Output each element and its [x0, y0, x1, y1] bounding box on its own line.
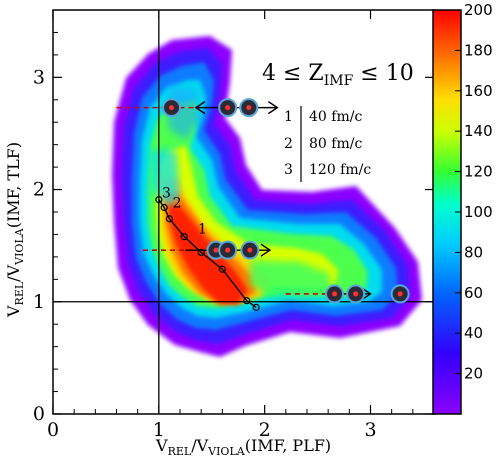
trajectory-point	[218, 265, 226, 273]
velocity-marker-core	[225, 105, 231, 111]
trajectory-time-label: 3	[162, 185, 171, 201]
arrow-head-right	[361, 287, 372, 301]
colorbar-tick-label: 100	[464, 203, 493, 221]
y-tick-label: 0	[33, 403, 45, 425]
trajectory-time-label: 2	[173, 196, 182, 212]
time-legend: 1 40 fm/c 2 80 fm/c 3 120 fm/c	[284, 106, 371, 182]
colorbar-tick-label: 120	[464, 163, 493, 181]
colorbar-tick-label: 80	[464, 243, 483, 261]
colorbar-tick-label: 20	[464, 365, 483, 383]
trajectory-line	[158, 199, 257, 308]
z-range-annotation: 4 ≤ ZIMF ≤ 10	[262, 61, 414, 89]
colorbar-tick-label: 40	[464, 324, 483, 342]
trajectory-point	[197, 248, 205, 256]
velocity-marker-core	[397, 291, 403, 297]
colorbar-tick-label: 200	[464, 1, 493, 19]
x-tick-label: 3	[364, 419, 376, 441]
x-tick-label: 0	[47, 419, 59, 441]
colorbar-tick-label: 160	[464, 82, 493, 100]
velocity-marker-core	[225, 247, 231, 253]
arrow-head-right	[260, 243, 272, 257]
heatmap-density	[112, 36, 422, 357]
velocity-marker-core	[213, 247, 219, 253]
trajectory-point	[160, 203, 168, 212]
velocity-marker-core	[246, 105, 252, 111]
x-tick-label: 1	[153, 419, 165, 441]
trajectory-point	[252, 303, 260, 311]
legend-time-2: 80 fm/c	[309, 136, 362, 152]
y-tick-label: 2	[33, 179, 45, 201]
y-tick-label: 3	[33, 66, 45, 88]
legend-num-2: 2	[284, 136, 293, 152]
velocity-marker-core	[247, 247, 253, 253]
trajectory-point	[165, 215, 174, 223]
trajectory-point	[155, 196, 163, 204]
colorbar-tick-label: 60	[464, 284, 483, 302]
velocity-arrows	[116, 98, 410, 304]
legend-time-1: 40 fm/c	[309, 109, 362, 125]
trajectory-point	[243, 297, 251, 305]
x-tick-label: 2	[259, 419, 271, 441]
colorbar-ticks: 20 40 60 80 100 120 140 160 180 200	[455, 1, 493, 383]
velocity-marker-core	[332, 291, 338, 297]
y-axis-label: VREL/VVIOLA(IMF, TLF)	[4, 142, 26, 318]
x-axis-label: VREL/VVIOLA(IMF, PLF)	[155, 436, 331, 458]
trajectory-point	[180, 233, 188, 241]
colorbar-tick-label: 140	[464, 122, 493, 140]
velocity-marker-core	[353, 291, 359, 297]
legend-num-3: 3	[284, 162, 293, 178]
y-tick-label: 1	[33, 291, 45, 313]
legend-time-3: 120 fm/c	[309, 162, 371, 178]
legend-num-1: 1	[284, 109, 293, 125]
colorbar-tick-label: 180	[464, 41, 493, 59]
trajectory-time-label: 1	[198, 221, 207, 237]
arrow-head-left	[194, 101, 206, 115]
arrow-head-right	[267, 101, 279, 115]
trajectory-overlays: 321	[155, 185, 260, 311]
velocity-marker-core	[169, 105, 175, 111]
